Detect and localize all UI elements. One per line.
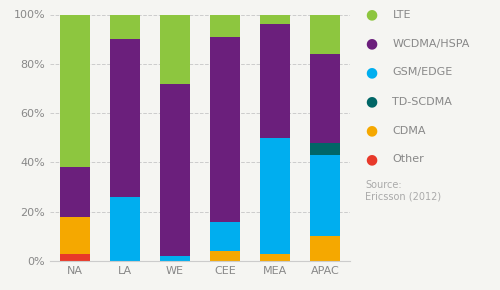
Text: Other: Other	[392, 155, 424, 164]
Text: LTE: LTE	[392, 10, 411, 19]
Text: WCDMA/HSPA: WCDMA/HSPA	[392, 39, 470, 48]
Bar	[60, 14, 90, 167]
Bar	[260, 138, 290, 253]
Bar	[60, 253, 90, 261]
Bar	[60, 167, 90, 217]
Text: ●: ●	[365, 8, 377, 21]
Text: TD-SCDMA: TD-SCDMA	[392, 97, 452, 106]
Bar	[310, 143, 340, 155]
Bar	[310, 14, 340, 54]
Bar	[210, 251, 240, 261]
Bar	[310, 155, 340, 236]
Bar	[110, 197, 140, 261]
Bar	[110, 39, 140, 197]
Text: GSM/EDGE: GSM/EDGE	[392, 68, 453, 77]
Bar	[260, 14, 290, 24]
Text: CDMA: CDMA	[392, 126, 426, 135]
Bar	[310, 54, 340, 143]
Bar	[310, 236, 340, 261]
Bar	[210, 222, 240, 251]
Text: ●: ●	[365, 124, 377, 137]
Bar	[160, 14, 190, 84]
Bar	[110, 14, 140, 39]
Bar	[260, 24, 290, 138]
Bar	[260, 253, 290, 261]
Text: Source:
Ericsson (2012): Source: Ericsson (2012)	[365, 180, 441, 201]
Bar	[160, 84, 190, 256]
Bar	[210, 37, 240, 222]
Bar	[60, 217, 90, 253]
Text: ●: ●	[365, 153, 377, 166]
Text: ●: ●	[365, 95, 377, 108]
Text: ●: ●	[365, 66, 377, 79]
Bar	[160, 256, 190, 261]
Text: ●: ●	[365, 37, 377, 50]
Bar	[210, 14, 240, 37]
